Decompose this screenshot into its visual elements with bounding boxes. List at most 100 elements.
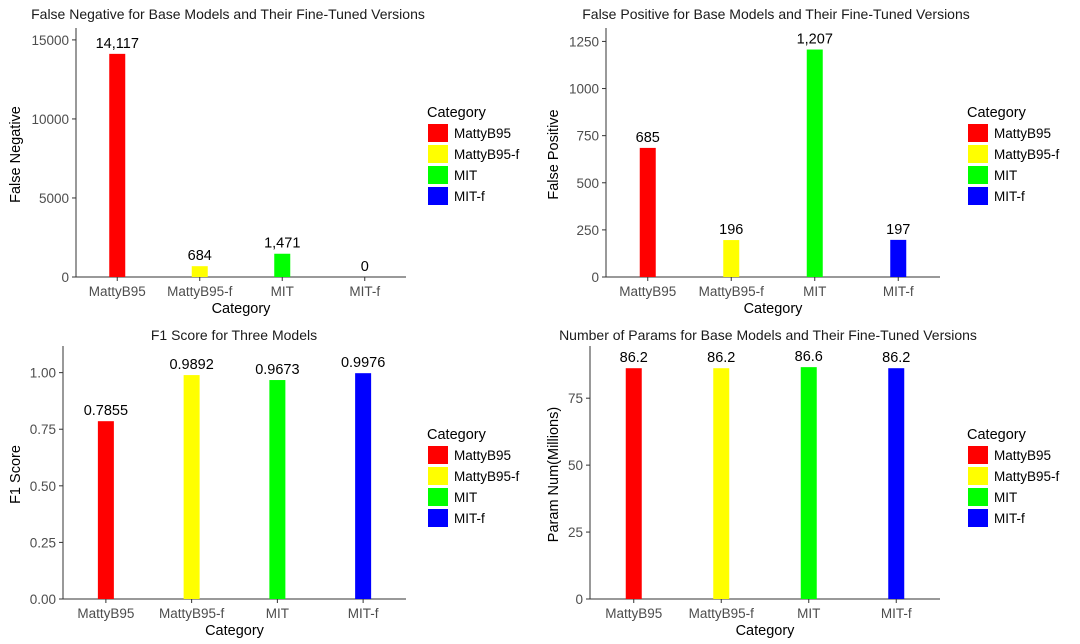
data-label: 197 <box>886 222 910 238</box>
y-tick-label: 0 <box>61 270 69 285</box>
y-tick-label: 500 <box>576 176 599 191</box>
legend-label: MIT-f <box>454 511 485 526</box>
x-axis-title: Category <box>736 623 796 639</box>
x-tick-label: MattyB95 <box>89 284 146 299</box>
legend-label: MattyB95 <box>454 126 511 141</box>
x-axis-title: Category <box>744 301 804 317</box>
legend-label: MIT-f <box>994 189 1025 204</box>
x-tick-label: MIT-f <box>348 606 379 621</box>
legend-swatch <box>968 467 988 485</box>
legend-label: MattyB95-f <box>454 469 520 484</box>
y-axis-title: False Positive <box>546 109 562 199</box>
legend-swatch <box>428 145 448 163</box>
y-tick-label: 15000 <box>31 33 69 48</box>
legend-swatch <box>968 187 988 205</box>
bar-mattyb95 <box>639 147 656 277</box>
x-tick-label: MIT <box>803 284 826 299</box>
bar-mit-f <box>890 239 907 277</box>
data-label: 86.2 <box>707 350 735 366</box>
bar-mit <box>806 49 823 278</box>
bar-mattyb95-f <box>723 240 740 277</box>
legend-title: Category <box>967 427 1027 443</box>
data-label: 684 <box>188 248 212 264</box>
y-tick-label: 0 <box>575 592 583 607</box>
y-tick-label: 750 <box>576 129 599 144</box>
y-tick-label: 0 <box>591 270 599 285</box>
data-label: 86.2 <box>882 350 910 366</box>
x-tick-label: MattyB95 <box>619 284 676 299</box>
data-label: 196 <box>719 222 743 238</box>
data-label: 14,117 <box>96 36 139 52</box>
bar-mattyb95 <box>97 421 114 599</box>
legend: Category MattyB95 MattyB95-f MIT MIT-f <box>427 427 520 527</box>
legend: Category MattyB95 MattyB95-f MIT MIT-f <box>967 105 1060 205</box>
legend-title: Category <box>427 105 487 121</box>
data-label: 685 <box>636 130 660 146</box>
legend-label: MIT <box>994 168 1017 183</box>
x-tick-label: MIT <box>271 284 294 299</box>
y-tick-label: 1000 <box>569 82 599 97</box>
legend-label: MattyB95 <box>994 126 1051 141</box>
legend-swatch <box>968 145 988 163</box>
legend-label: MIT-f <box>994 511 1025 526</box>
legend-swatch <box>968 488 988 506</box>
legend-title: Category <box>967 105 1027 121</box>
legend-swatch <box>968 446 988 464</box>
data-label: 86.2 <box>620 350 648 366</box>
legend-title: Category <box>427 427 487 443</box>
legend-swatch <box>428 467 448 485</box>
y-tick-label: 5000 <box>39 191 69 206</box>
y-axis-title: False Negative <box>8 106 24 203</box>
data-label: 1,207 <box>797 32 833 48</box>
chart-panel-2: False Positive for Base Models and Their… <box>546 6 1060 317</box>
bar-mit <box>269 380 286 599</box>
y-tick-label: 250 <box>576 223 599 238</box>
data-label: 86.6 <box>795 349 823 365</box>
legend-label: MattyB95-f <box>994 469 1060 484</box>
y-tick-label: 0.00 <box>30 592 56 607</box>
x-tick-label: MattyB95-f <box>167 284 233 299</box>
legend-swatch <box>428 124 448 142</box>
bar-mattyb95 <box>109 53 126 277</box>
data-label: 0.9892 <box>169 357 213 373</box>
legend-swatch <box>968 166 988 184</box>
x-tick-label: MattyB95-f <box>159 606 225 621</box>
legend-swatch <box>428 187 448 205</box>
legend-swatch <box>428 509 448 527</box>
y-axis-title: Param Num(Millions) <box>546 407 562 542</box>
legend-label: MIT <box>454 168 477 183</box>
legend-label: MIT <box>994 490 1017 505</box>
x-tick-label: MIT <box>797 606 820 621</box>
y-tick-label: 25 <box>568 525 583 540</box>
legend-label: MattyB95 <box>994 448 1051 463</box>
legend-swatch <box>968 509 988 527</box>
y-tick-label: 1.00 <box>30 366 56 381</box>
legend-label: MIT <box>454 490 477 505</box>
chart-title: F1 Score for Three Models <box>151 327 317 343</box>
x-axis-title: Category <box>205 623 265 639</box>
bar-mit <box>800 367 817 599</box>
bar-mattyb95 <box>625 368 642 599</box>
x-tick-label: MIT-f <box>349 284 380 299</box>
legend-label: MattyB95-f <box>994 147 1060 162</box>
legend-label: MIT-f <box>454 189 485 204</box>
y-tick-label: 75 <box>568 391 583 406</box>
legend-label: MattyB95 <box>454 448 511 463</box>
x-tick-label: MIT-f <box>881 606 912 621</box>
legend: Category MattyB95 MattyB95-f MIT MIT-f <box>967 427 1060 527</box>
data-label: 0 <box>361 259 369 275</box>
x-tick-label: MattyB95 <box>77 606 134 621</box>
y-tick-label: 0.25 <box>30 535 56 550</box>
bar-mit-f <box>888 368 905 599</box>
bar-mattyb95-f <box>191 266 208 277</box>
y-axis-title: F1 Score <box>8 445 24 504</box>
y-tick-label: 1250 <box>569 34 599 49</box>
legend-swatch <box>968 124 988 142</box>
x-tick-label: MIT <box>266 606 289 621</box>
y-tick-label: 50 <box>568 458 583 473</box>
chart-title: False Positive for Base Models and Their… <box>582 6 970 22</box>
bar-mattyb95-f <box>713 368 730 599</box>
legend-swatch <box>428 166 448 184</box>
legend: Category MattyB95 MattyB95-f MIT MIT-f <box>427 105 520 205</box>
chart-title: Number of Params for Base Models and The… <box>559 327 977 343</box>
